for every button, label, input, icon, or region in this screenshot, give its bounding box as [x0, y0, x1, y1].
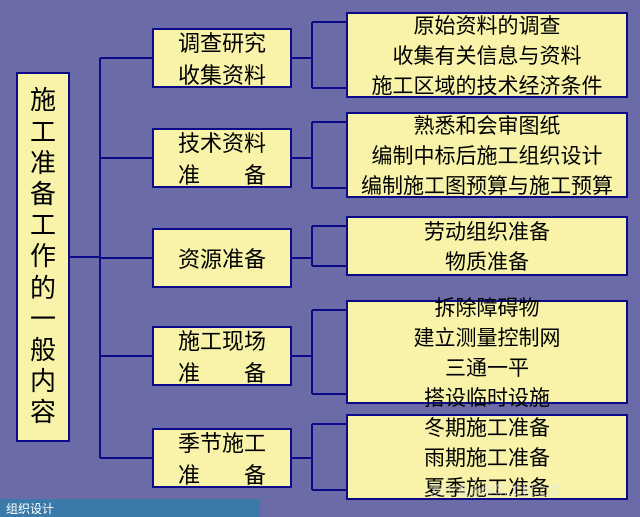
branch-node: 季节施工准 备: [152, 428, 292, 488]
root-char: 工: [30, 117, 56, 148]
branch-label-line: 准 备: [178, 158, 266, 190]
root-char: 作: [30, 241, 56, 272]
detail-label-line: 建立测量控制网: [414, 322, 561, 352]
branch-label-line: 资源准备: [178, 242, 266, 274]
branch-node: 资源准备: [152, 228, 292, 288]
detail-node: 原始资料的调查收集有关信息与资料施工区域的技术经济条件: [346, 12, 628, 98]
watermark-text: 双击查@建筑工程之家: [430, 483, 560, 498]
detail-node: 劳动组织准备物质准备: [346, 216, 628, 276]
detail-label-line: 原始资料的调查: [414, 10, 561, 40]
root-char: 准: [30, 148, 56, 179]
detail-label-line: 编制施工图预算与施工预算: [361, 170, 613, 200]
branch-node: 调查研究收集资料: [152, 28, 292, 88]
branch-node: 技术资料准 备: [152, 128, 292, 188]
detail-label-line: 编制中标后施工组织设计: [372, 140, 603, 170]
root-node: 施工准备工作的一般内容: [16, 72, 70, 442]
detail-label-line: 劳动组织准备: [424, 216, 550, 246]
root-char: 内: [30, 366, 56, 397]
detail-label-line: 三通一平: [445, 352, 529, 382]
branch-label-line: 收集资料: [178, 58, 266, 90]
detail-label-line: 雨期施工准备: [424, 442, 550, 472]
branch-label-line: 施工现场: [178, 324, 266, 356]
root-char: 容: [30, 397, 56, 428]
detail-label-line: 物质准备: [445, 246, 529, 276]
branch-label-line: 季节施工: [178, 426, 266, 458]
watermark: 双击查@建筑工程之家: [430, 480, 560, 499]
root-char: 施: [30, 85, 56, 116]
branch-label-line: 准 备: [178, 458, 266, 490]
detail-node: 熟悉和会审图纸编制中标后施工组织设计编制施工图预算与施工预算: [346, 112, 628, 198]
root-char: 备: [30, 179, 56, 210]
detail-node: 拆除障碍物建立测量控制网三通一平搭设临时设施: [346, 300, 628, 404]
branch-node: 施工现场准 备: [152, 326, 292, 386]
root-char: 的: [30, 273, 56, 304]
branch-label-line: 调查研究: [178, 26, 266, 58]
root-char: 工: [30, 210, 56, 241]
footer-strip: 组织设计: [0, 499, 260, 517]
footer-text: 组织设计: [6, 500, 54, 517]
detail-label-line: 搭设临时设施: [424, 382, 550, 412]
detail-label-line: 熟悉和会审图纸: [414, 110, 561, 140]
detail-label-line: 收集有关信息与资料: [393, 40, 582, 70]
detail-label-line: 施工区域的技术经济条件: [372, 70, 603, 100]
detail-label-line: 冬期施工准备: [424, 412, 550, 442]
branch-label-line: 技术资料: [178, 126, 266, 158]
root-char: 一: [30, 304, 56, 335]
branch-label-line: 准 备: [178, 356, 266, 388]
root-char: 般: [30, 335, 56, 366]
detail-label-line: 拆除障碍物: [435, 292, 540, 322]
